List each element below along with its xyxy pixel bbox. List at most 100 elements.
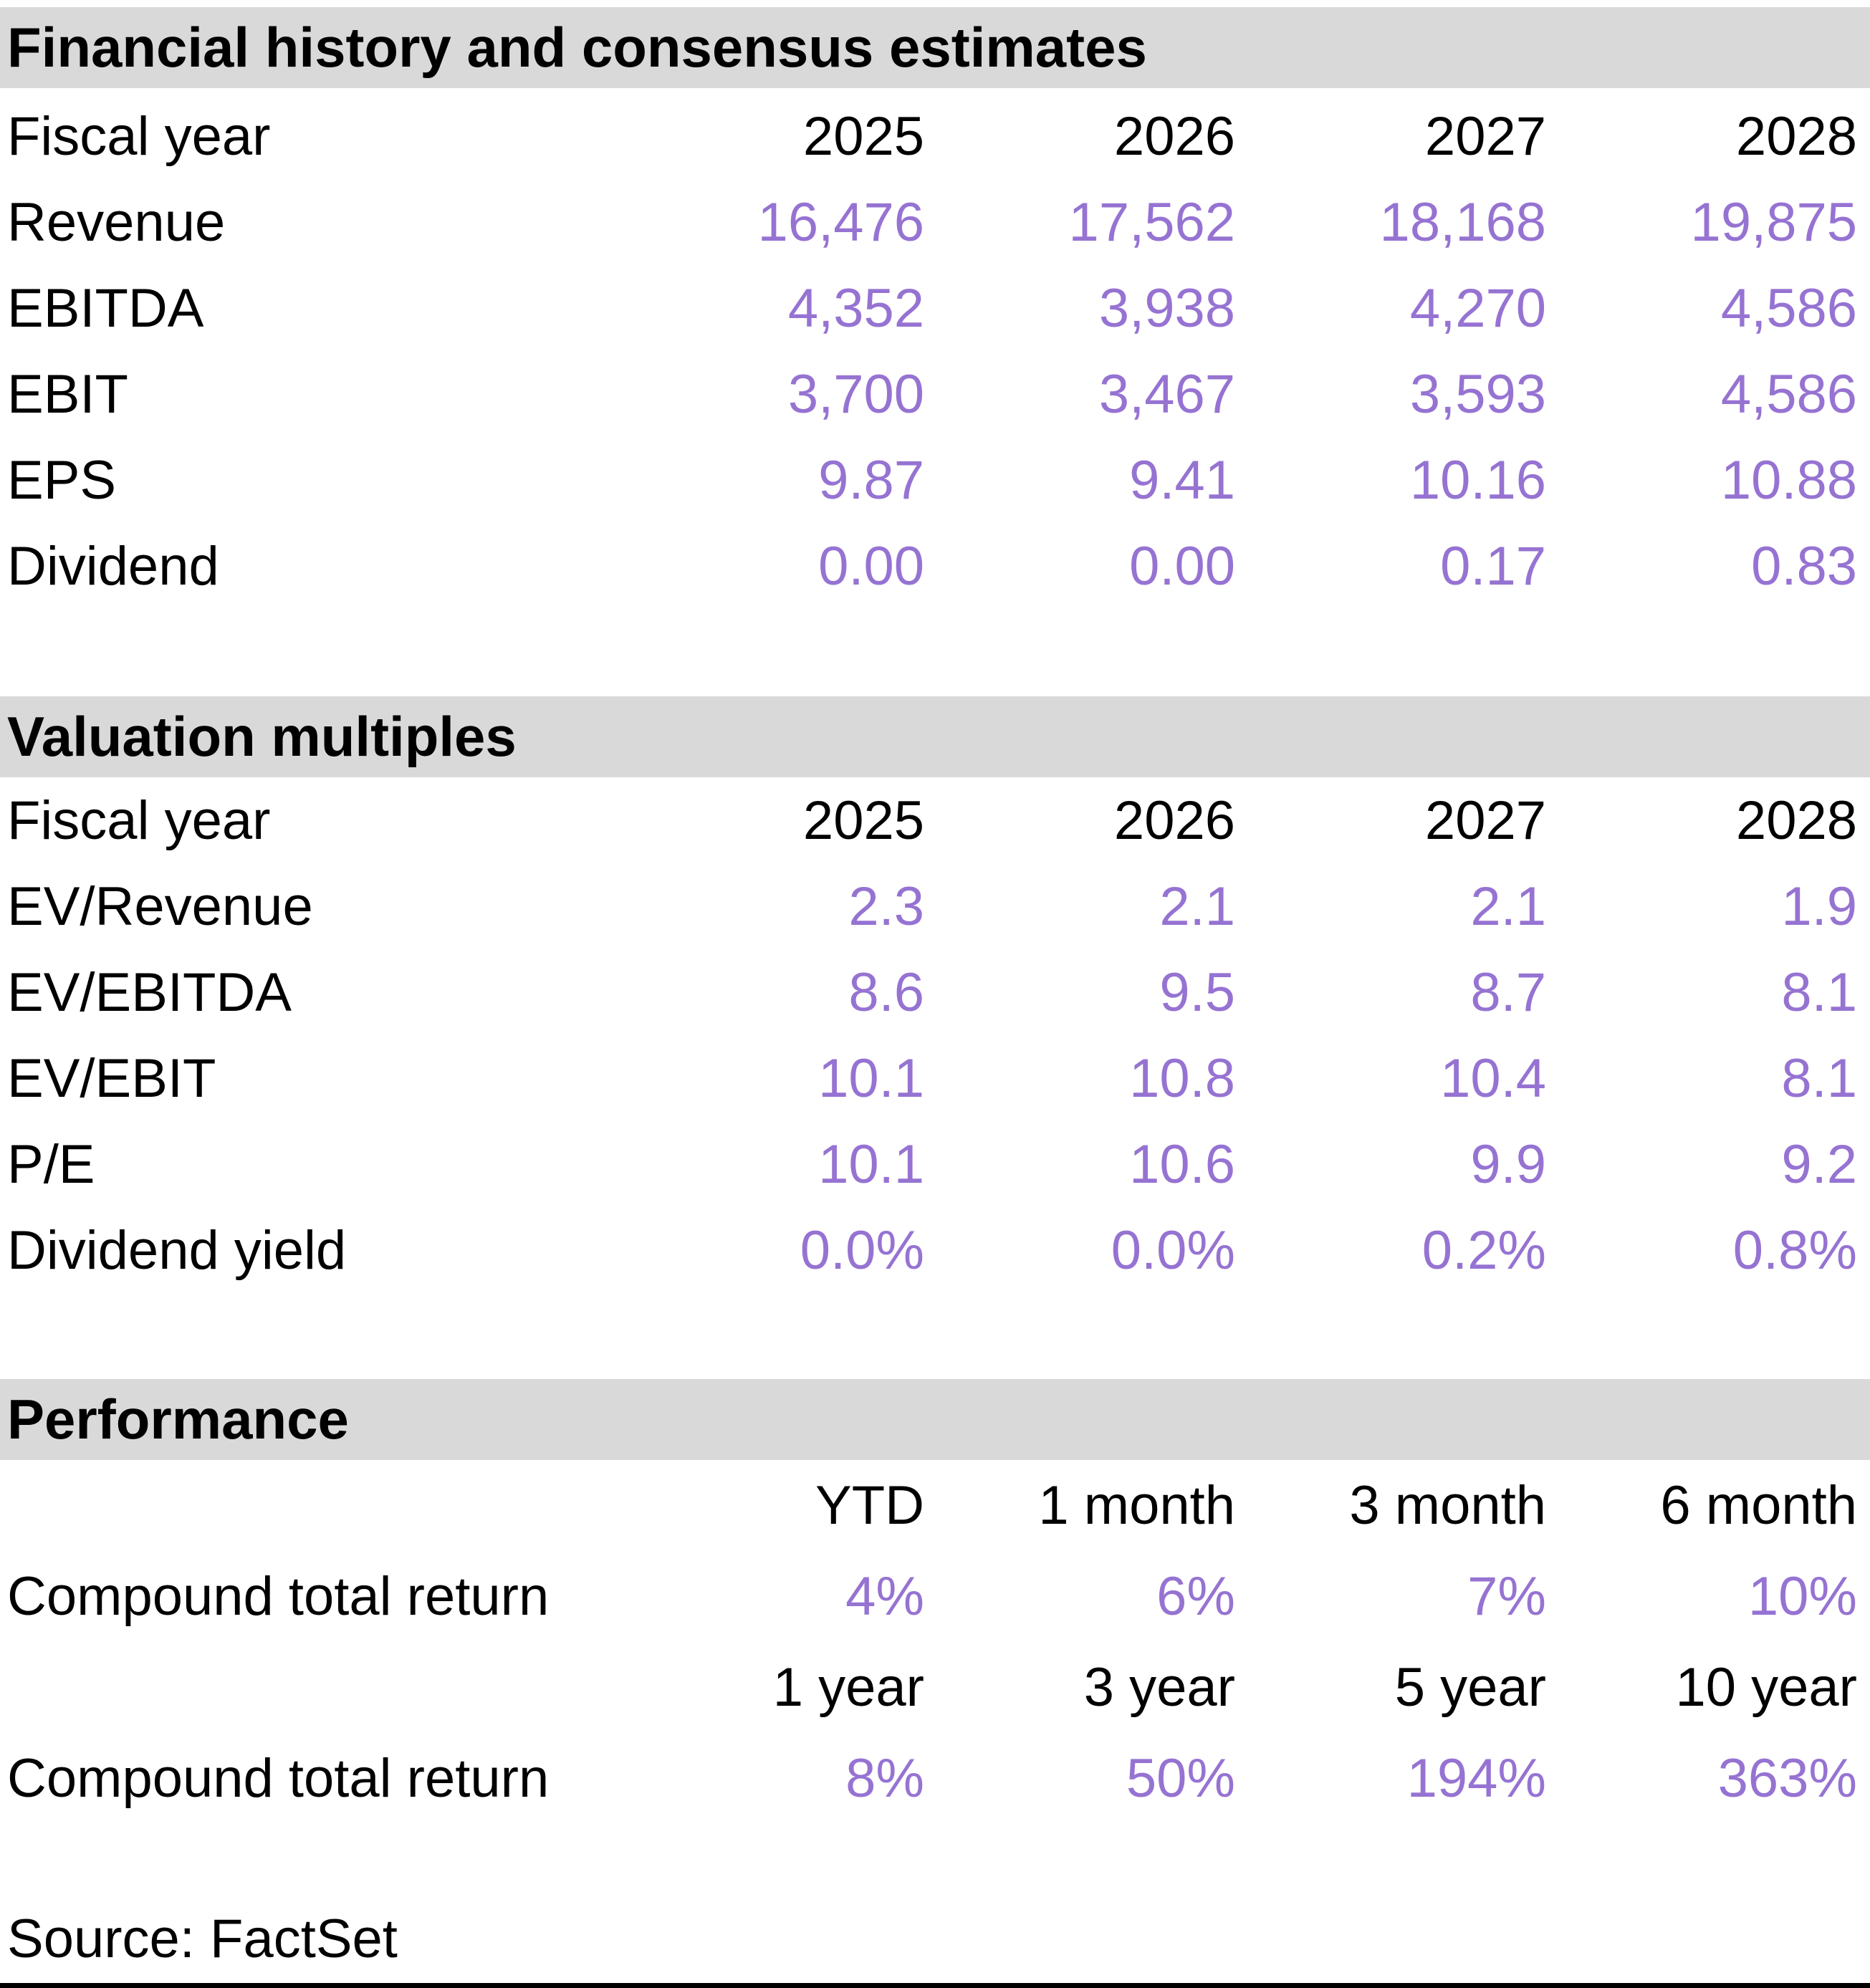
row-label: EV/EBIT: [7, 1047, 216, 1109]
eps-2026: 9.41: [1129, 449, 1235, 511]
pe-2026: 10.6: [1129, 1133, 1235, 1195]
performance-period-header-row-long: 1 year 3 year 5 year 10 year: [7, 1642, 1857, 1733]
ev-revenue-2027: 2.1: [1470, 875, 1546, 937]
year-column-2026: 2026: [1113, 105, 1235, 167]
section-header-performance: Performance: [0, 1379, 1870, 1460]
return-1-year: 8%: [845, 1748, 924, 1809]
ebitda-2025: 4,352: [787, 277, 924, 339]
row-label: P/E: [7, 1133, 95, 1195]
dividend-yield-2025: 0.0%: [800, 1219, 924, 1281]
return-3-month: 7%: [1467, 1566, 1546, 1627]
period-column-10-year: 10 year: [1675, 1657, 1858, 1718]
ebit-2025: 3,700: [787, 363, 924, 425]
fiscal-year-header-row: Fiscal year 2025 2026 2027 2028: [7, 93, 1857, 179]
period-column-3-month: 3 month: [1349, 1475, 1546, 1536]
fiscal-year-label: Fiscal year: [7, 105, 271, 167]
period-column-1-year: 1 year: [772, 1657, 924, 1718]
ev-ebitda-2026: 9.5: [1159, 961, 1235, 1023]
return-5-year: 194%: [1406, 1748, 1546, 1809]
row-label: EPS: [7, 449, 117, 511]
period-column-6-month: 6 month: [1660, 1475, 1857, 1536]
dividend-2027: 0.17: [1440, 535, 1546, 597]
pe-2025: 10.1: [818, 1133, 924, 1195]
revenue-2027: 18,168: [1379, 191, 1546, 253]
ev-ebit-2026: 10.8: [1129, 1047, 1235, 1109]
ev-ebit-2027: 10.4: [1440, 1047, 1546, 1109]
dividend-yield-2028: 0.8%: [1732, 1219, 1857, 1281]
table-row-pe: P/E 10.1 10.6 9.9 9.2: [7, 1121, 1857, 1207]
ev-ebit-2025: 10.1: [818, 1047, 924, 1109]
year-column-2026: 2026: [1113, 789, 1235, 851]
return-3-year: 50%: [1126, 1748, 1235, 1809]
table-row-ebitda: EBITDA 4,352 3,938 4,270 4,586: [7, 265, 1857, 351]
bottom-border-rule: [0, 1983, 1870, 1988]
row-label: Dividend yield: [7, 1219, 347, 1281]
valuation-multiples-table: Fiscal year 2025 2026 2027 2028 EV/Reven…: [0, 777, 1870, 1293]
row-label: Revenue: [7, 191, 226, 253]
section-header-financial-history: Financial history and consensus estimate…: [0, 7, 1870, 88]
table-row-dividend: Dividend 0.00 0.00 0.17 0.83: [7, 523, 1857, 609]
row-label: Compound total return: [7, 1566, 550, 1627]
ebit-2028: 4,586: [1720, 363, 1857, 425]
period-column-3-year: 3 year: [1083, 1657, 1235, 1718]
ev-revenue-2028: 1.9: [1781, 875, 1857, 937]
row-label: EV/EBITDA: [7, 961, 292, 1023]
ebitda-2028: 4,586: [1720, 277, 1857, 339]
return-1-month: 6%: [1156, 1566, 1235, 1627]
ev-ebit-2028: 8.1: [1781, 1047, 1857, 1109]
ebit-2027: 3,593: [1409, 363, 1546, 425]
section-header-valuation-multiples: Valuation multiples: [0, 696, 1870, 777]
ev-ebitda-2027: 8.7: [1470, 961, 1546, 1023]
pe-2027: 9.9: [1470, 1133, 1546, 1195]
dividend-yield-2027: 0.2%: [1421, 1219, 1546, 1281]
table-row-dividend-yield: Dividend yield 0.0% 0.0% 0.2% 0.8%: [7, 1207, 1857, 1293]
year-column-2025: 2025: [802, 105, 924, 167]
eps-2027: 10.16: [1409, 449, 1546, 511]
pe-2028: 9.2: [1781, 1133, 1857, 1195]
section-title-performance: Performance: [7, 1388, 349, 1451]
year-column-2027: 2027: [1424, 789, 1546, 851]
year-column-2028: 2028: [1735, 789, 1857, 851]
dividend-2026: 0.00: [1129, 535, 1235, 597]
ev-ebitda-2028: 8.1: [1781, 961, 1857, 1023]
table-row-compound-total-return-long: Compound total return 8% 50% 194% 363%: [7, 1733, 1857, 1824]
return-ytd: 4%: [845, 1566, 924, 1627]
fiscal-year-label: Fiscal year: [7, 789, 271, 851]
table-row-ebit: EBIT 3,700 3,467 3,593 4,586: [7, 351, 1857, 437]
revenue-2028: 19,875: [1690, 191, 1857, 253]
revenue-2026: 17,562: [1068, 191, 1235, 253]
year-column-2025: 2025: [802, 789, 924, 851]
row-label: EV/Revenue: [7, 875, 313, 937]
row-label: EBITDA: [7, 277, 204, 339]
dividend-yield-2026: 0.0%: [1111, 1219, 1235, 1281]
section-title-valuation-multiples: Valuation multiples: [7, 705, 517, 768]
year-column-2027: 2027: [1424, 105, 1546, 167]
table-row-eps: EPS 9.87 9.41 10.16 10.88: [7, 437, 1857, 523]
ev-revenue-2025: 2.3: [848, 875, 924, 937]
table-row-revenue: Revenue 16,476 17,562 18,168 19,875: [7, 179, 1857, 265]
ebit-2026: 3,467: [1098, 363, 1235, 425]
ebitda-2026: 3,938: [1098, 277, 1235, 339]
ev-ebitda-2025: 8.6: [848, 961, 924, 1023]
row-label: EBIT: [7, 363, 128, 425]
ebitda-2027: 4,270: [1409, 277, 1546, 339]
year-column-2028: 2028: [1735, 105, 1857, 167]
period-column-1-month: 1 month: [1038, 1475, 1235, 1536]
performance-table: YTD 1 month 3 month 6 month Compound tot…: [0, 1460, 1870, 1824]
dividend-2025: 0.00: [818, 535, 924, 597]
eps-2025: 9.87: [818, 449, 924, 511]
section-title-financial-history: Financial history and consensus estimate…: [7, 16, 1147, 79]
table-row-ev-ebit: EV/EBIT 10.1 10.8 10.4 8.1: [7, 1035, 1857, 1121]
source-note: Source: FactSet: [7, 1908, 398, 1969]
return-6-month: 10%: [1747, 1566, 1857, 1627]
row-label: Dividend: [7, 535, 219, 597]
table-row-ev-revenue: EV/Revenue 2.3 2.1 2.1 1.9: [7, 863, 1857, 949]
ev-revenue-2026: 2.1: [1159, 875, 1235, 937]
return-10-year: 363%: [1717, 1748, 1857, 1809]
period-column-5-year: 5 year: [1394, 1657, 1546, 1718]
fiscal-year-header-row: Fiscal year 2025 2026 2027 2028: [7, 777, 1857, 863]
period-column-ytd: YTD: [815, 1475, 924, 1536]
table-row-ev-ebitda: EV/EBITDA 8.6 9.5 8.7 8.1: [7, 949, 1857, 1035]
performance-period-header-row-short: YTD 1 month 3 month 6 month: [7, 1460, 1857, 1551]
